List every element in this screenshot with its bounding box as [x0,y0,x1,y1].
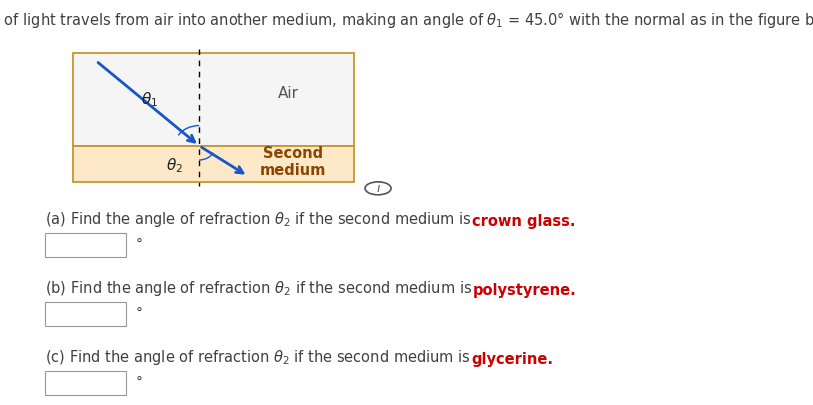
Bar [73,53,354,146]
Text: (a) Find the angle of refraction $\theta_2$ if the second medium is: (a) Find the angle of refraction $\theta… [45,210,472,229]
Text: Second
medium: Second medium [259,146,326,178]
Text: °: ° [136,307,143,321]
Text: (b) Find the angle of refraction $\theta_2$ if the second medium is: (b) Find the angle of refraction $\theta… [45,279,472,298]
Text: $\theta_2$: $\theta_2$ [166,156,183,175]
Text: (c) Find the angle of refraction $\theta_2$ if the second medium is: (c) Find the angle of refraction $\theta… [45,347,472,367]
Text: °: ° [136,376,143,390]
Bar [45,233,126,257]
Text: A ray of light travels from air into another medium, making an angle of $\theta_: A ray of light travels from air into ano… [0,10,813,30]
Text: °: ° [136,238,143,252]
Text: polystyrene.: polystyrene. [472,283,576,298]
Text: $\theta_1$: $\theta_1$ [141,90,159,109]
Bar [73,146,354,182]
Text: i: i [376,182,380,195]
Text: glycerine.: glycerine. [472,352,554,367]
Text: crown glass.: crown glass. [472,214,576,229]
Bar [45,302,126,326]
Bar [45,371,126,395]
Text: Air: Air [278,85,299,101]
